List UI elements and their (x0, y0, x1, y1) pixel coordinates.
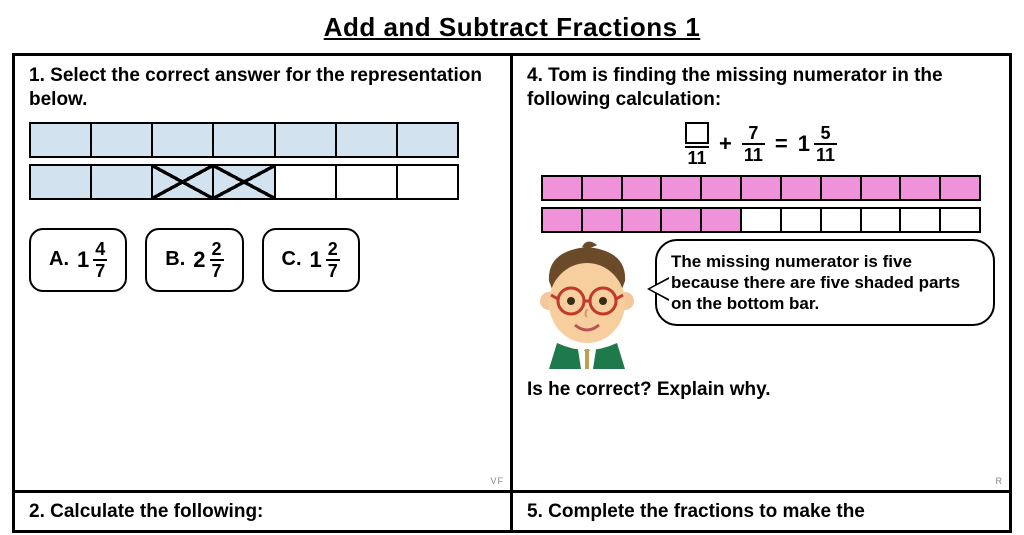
q4-mixed-right: 1 5 11 (798, 124, 837, 164)
worksheet-page: Add and Subtract Fractions 1 1. Select t… (0, 0, 1024, 535)
q1-bar-models (29, 122, 459, 200)
q4-prompt: 4. Tom is finding the missing numerator … (527, 64, 995, 112)
bar-segment (662, 209, 702, 231)
bar-segment (92, 124, 153, 156)
bar-segment (31, 166, 92, 198)
option-fraction: 127 (310, 240, 340, 280)
q1-bar-2 (29, 164, 459, 200)
question-1: 1. Select the correct answer for the rep… (14, 55, 512, 491)
bar-segment (583, 177, 623, 199)
q1-prompt-text: Select the correct answer for the repres… (29, 65, 482, 110)
speech-bubble: The missing numerator is five because th… (655, 239, 995, 327)
q4-right-whole: 1 (798, 131, 810, 157)
bar-segment (782, 177, 822, 199)
answer-option[interactable]: A. 147 (29, 228, 127, 292)
q5-prompt-text: Complete the fractions to make the (548, 501, 865, 522)
bar-segment (901, 177, 941, 199)
bar-segment (742, 177, 782, 199)
plus-sign: + (719, 131, 732, 157)
bar-segment (623, 177, 663, 199)
bar-segment (31, 124, 92, 156)
bar-segment (214, 166, 275, 198)
q4-frac-mid: 7 11 (742, 124, 765, 164)
bar-segment (702, 177, 742, 199)
q4-left-den: 11 (685, 146, 708, 167)
tom-avatar (527, 239, 647, 369)
q1-options: A. 147 B. 227 C. 127 (29, 228, 496, 292)
bar-segment (583, 209, 623, 231)
bar-segment (662, 177, 702, 199)
q4-bar-models (541, 175, 981, 233)
bar-segment (214, 124, 275, 156)
bar-segment (623, 209, 663, 231)
option-fraction: 147 (77, 240, 107, 280)
bar-segment (398, 166, 457, 198)
answer-option[interactable]: B. 227 (145, 228, 243, 292)
bar-segment (543, 209, 583, 231)
bar-segment (153, 166, 214, 198)
bar-segment (862, 209, 902, 231)
q4-right-num: 5 (818, 124, 832, 143)
bar-segment (822, 209, 862, 231)
q4-character-row: The missing numerator is five because th… (527, 239, 995, 369)
q4-corner-tag: R (996, 476, 1004, 486)
q1-corner-tag: VF (490, 476, 504, 486)
bar-segment (901, 209, 941, 231)
q4-followup: Is he correct? Explain why. (527, 379, 995, 401)
q1-prompt: 1. Select the correct answer for the rep… (29, 64, 496, 112)
q4-mid-num: 7 (746, 124, 760, 143)
bar-segment (398, 124, 457, 156)
answer-option[interactable]: C. 127 (262, 228, 360, 292)
bar-segment (941, 177, 979, 199)
question-2: 2. Calculate the following: (14, 492, 512, 531)
q5-prompt: 5. Complete the fractions to make the (527, 501, 865, 522)
bar-segment (92, 166, 153, 198)
question-5: 5. Complete the fractions to make the (512, 492, 1010, 531)
q4-bar-2 (541, 207, 981, 233)
bar-segment (822, 177, 862, 199)
bar-segment (941, 209, 979, 231)
q4-mid-den: 11 (742, 143, 765, 164)
page-title: Add and Subtract Fractions 1 (12, 12, 1012, 43)
q2-prompt-text: Calculate the following: (50, 501, 263, 522)
bar-segment (742, 209, 782, 231)
q1-bar-1 (29, 122, 459, 158)
worksheet-grid: 1. Select the correct answer for the rep… (12, 53, 1012, 533)
q2-number: 2. (29, 501, 45, 522)
option-fraction: 227 (193, 240, 223, 280)
bar-segment (543, 177, 583, 199)
bar-segment (337, 166, 398, 198)
q4-prompt-text: Tom is finding the missing numerator in … (527, 65, 943, 110)
q4-number: 4. (527, 65, 543, 86)
bar-segment (276, 124, 337, 156)
q4-frac-missing: 11 (685, 122, 709, 167)
q2-prompt: 2. Calculate the following: (29, 501, 263, 522)
option-letter: A. (49, 248, 69, 271)
option-letter: C. (282, 248, 302, 271)
question-4: 4. Tom is finding the missing numerator … (512, 55, 1010, 491)
bar-segment (337, 124, 398, 156)
option-letter: B. (165, 248, 185, 271)
q1-number: 1. (29, 65, 45, 86)
bar-segment (702, 209, 742, 231)
bar-segment (862, 177, 902, 199)
bar-segment (153, 124, 214, 156)
q4-bar-1 (541, 175, 981, 201)
bar-segment (782, 209, 822, 231)
bar-segment (276, 166, 337, 198)
q4-missing-numerator-box[interactable] (685, 122, 709, 144)
q4-equation: 11 + 7 11 = 1 5 11 (527, 122, 995, 167)
q5-number: 5. (527, 501, 543, 522)
equals-sign: = (775, 131, 788, 157)
q4-right-den: 11 (814, 143, 837, 164)
